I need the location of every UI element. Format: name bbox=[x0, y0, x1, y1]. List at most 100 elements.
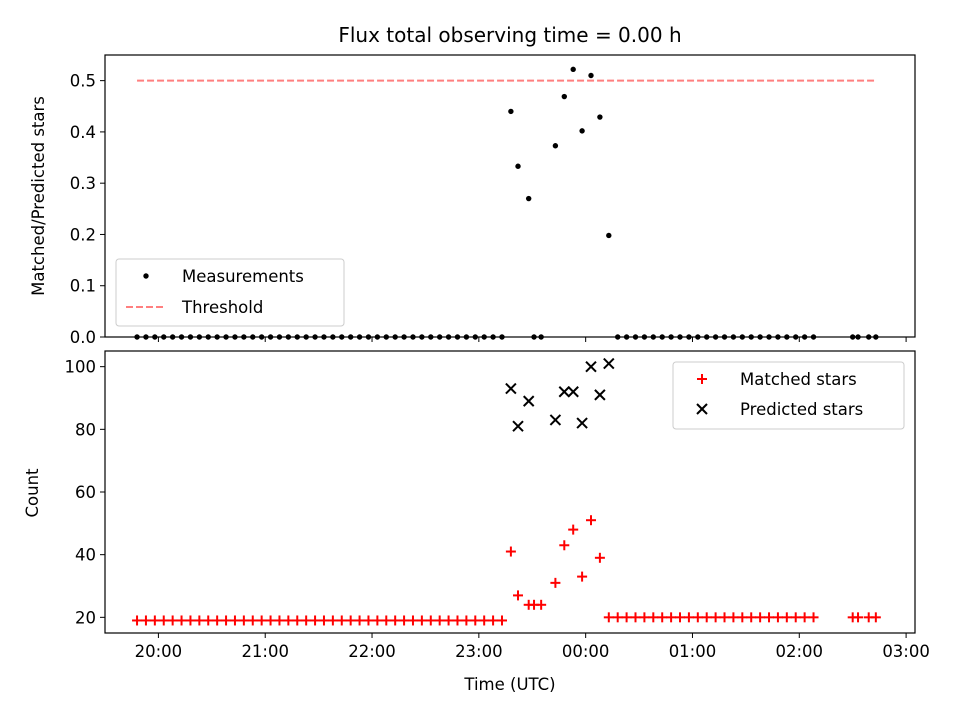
bottom-y-axis: 20 40 60 80 100 bbox=[65, 358, 105, 627]
matched-stars-point bbox=[808, 612, 819, 623]
matched-stars-point bbox=[132, 615, 143, 626]
matched-stars-point bbox=[630, 612, 641, 623]
matched-stars-point bbox=[666, 612, 677, 623]
predicted-stars-point bbox=[585, 360, 597, 373]
bottom-xtick-label: 22:00 bbox=[348, 642, 396, 661]
matched-stars-point bbox=[728, 612, 739, 623]
bottom-xtick-label: 21:00 bbox=[241, 642, 289, 661]
top-axes-frame bbox=[104, 54, 916, 338]
measurement-point bbox=[579, 128, 585, 134]
matched-stars-point bbox=[416, 615, 427, 626]
matched-stars-point bbox=[301, 615, 312, 626]
matched-stars-point bbox=[853, 612, 864, 623]
matched-stars-point bbox=[755, 612, 766, 623]
top-ytick-label: 0.4 bbox=[70, 123, 96, 142]
top-ytick-label: 0.3 bbox=[70, 174, 96, 193]
matched-stars-point bbox=[158, 615, 169, 626]
matched-stars-point bbox=[710, 612, 721, 623]
top-legend-box bbox=[115, 258, 345, 327]
matched-stars-point bbox=[799, 612, 810, 623]
matched-stars-point bbox=[336, 615, 347, 626]
predicted-stars-point bbox=[512, 420, 524, 432]
legend-label-predicted: Predicted stars bbox=[740, 400, 863, 419]
matched-stars-point bbox=[194, 615, 205, 626]
matched-stars-point bbox=[603, 612, 614, 623]
top-x-ticks bbox=[157, 337, 907, 342]
matched-stars-point bbox=[648, 612, 659, 623]
x-axis-label: Time (UTC) bbox=[463, 675, 555, 694]
x-axis: 20:00 21:00 22:00 23:00 00:00 01:00 02:00 03:00 bbox=[135, 633, 930, 661]
matched-stars-point bbox=[452, 615, 463, 626]
matched-stars-point bbox=[354, 615, 365, 626]
matched-stars-point bbox=[496, 615, 507, 626]
bottom-ytick-label: 60 bbox=[75, 483, 96, 502]
matched-stars-point bbox=[692, 612, 703, 623]
matched-stars-point bbox=[513, 590, 524, 601]
matched-stars-point bbox=[167, 615, 178, 626]
matched-stars-point bbox=[505, 546, 516, 557]
predicted-stars-point bbox=[567, 386, 579, 398]
matched-stars-point bbox=[292, 615, 303, 626]
matched-stars-point bbox=[568, 524, 579, 535]
matched-stars-point bbox=[247, 615, 258, 626]
bottom-ytick-label: 80 bbox=[75, 420, 96, 439]
matched-stars-point bbox=[550, 577, 561, 588]
measurement-point bbox=[561, 93, 567, 100]
legend-marker-predicted bbox=[696, 403, 708, 415]
matched-stars-point bbox=[265, 615, 276, 626]
bottom-ytick-label: 40 bbox=[75, 546, 96, 565]
legend-label-measurements: Measurements bbox=[182, 267, 304, 286]
matched-stars-point bbox=[229, 615, 240, 626]
matched-stars-point bbox=[737, 612, 748, 623]
top-ytick-label: 0.1 bbox=[70, 277, 96, 296]
matched-stars-point bbox=[746, 612, 757, 623]
matched-stars-point bbox=[399, 615, 410, 626]
matched-stars-point bbox=[621, 612, 632, 623]
measurement-point bbox=[588, 72, 594, 79]
matched-stars-point bbox=[140, 615, 151, 626]
matched-stars-point bbox=[594, 552, 605, 563]
matched-stars-point bbox=[345, 615, 356, 626]
matched-stars-point bbox=[586, 515, 596, 526]
measurement-point bbox=[552, 143, 559, 149]
bottom-ytick-label: 100 bbox=[65, 358, 97, 377]
matched-stars-point bbox=[536, 599, 547, 610]
matched-stars-point bbox=[719, 612, 730, 623]
predicted-stars-point bbox=[558, 386, 571, 398]
top-ytick-label: 0.5 bbox=[70, 72, 96, 91]
matched-stars-point bbox=[310, 615, 321, 626]
predicted-stars-point bbox=[603, 357, 615, 370]
top-panel: 0.0 0.1 0.2 0.3 0.4 0.5 Matched/Predicted sta… bbox=[29, 54, 916, 347]
matched-stars-point bbox=[149, 615, 160, 626]
predicted-stars-point bbox=[549, 414, 562, 426]
measurement-point bbox=[515, 163, 521, 169]
matched-stars-point bbox=[657, 612, 668, 623]
top-y-axis: 0.0 0.1 0.2 0.3 0.4 0.5 bbox=[70, 72, 105, 347]
bottom-y-axis-label: Count bbox=[23, 468, 42, 518]
matched-stars-point bbox=[870, 612, 881, 623]
bottom-xtick-label: 00:00 bbox=[562, 642, 610, 661]
matched-stars-point bbox=[577, 571, 588, 582]
matched-stars-point bbox=[381, 615, 392, 626]
matched-stars-point bbox=[559, 540, 570, 551]
legend-label-matched: Matched stars bbox=[740, 370, 857, 389]
predicted-stars-point bbox=[505, 382, 517, 395]
matched-stars-point bbox=[363, 615, 374, 626]
matched-stars-point bbox=[212, 615, 223, 626]
matched-stars-point bbox=[327, 615, 338, 626]
matched-stars-point bbox=[283, 615, 294, 626]
matched-stars-point bbox=[781, 612, 792, 623]
matched-stars-point bbox=[256, 615, 267, 626]
chart-title: Flux total observing time = 0.00 h bbox=[338, 23, 681, 47]
legend-marker-measurements bbox=[143, 273, 149, 279]
predicted-stars-point bbox=[594, 389, 606, 401]
measurement-point bbox=[597, 114, 603, 120]
matched-stars-point bbox=[790, 612, 801, 623]
matched-stars-point bbox=[764, 612, 775, 623]
bottom-xtick-label: 03:00 bbox=[882, 642, 930, 661]
matched-stars-point bbox=[443, 615, 454, 626]
matched-stars-point bbox=[238, 615, 249, 626]
matched-stars-point bbox=[488, 615, 499, 626]
matched-stars-point bbox=[470, 615, 481, 626]
